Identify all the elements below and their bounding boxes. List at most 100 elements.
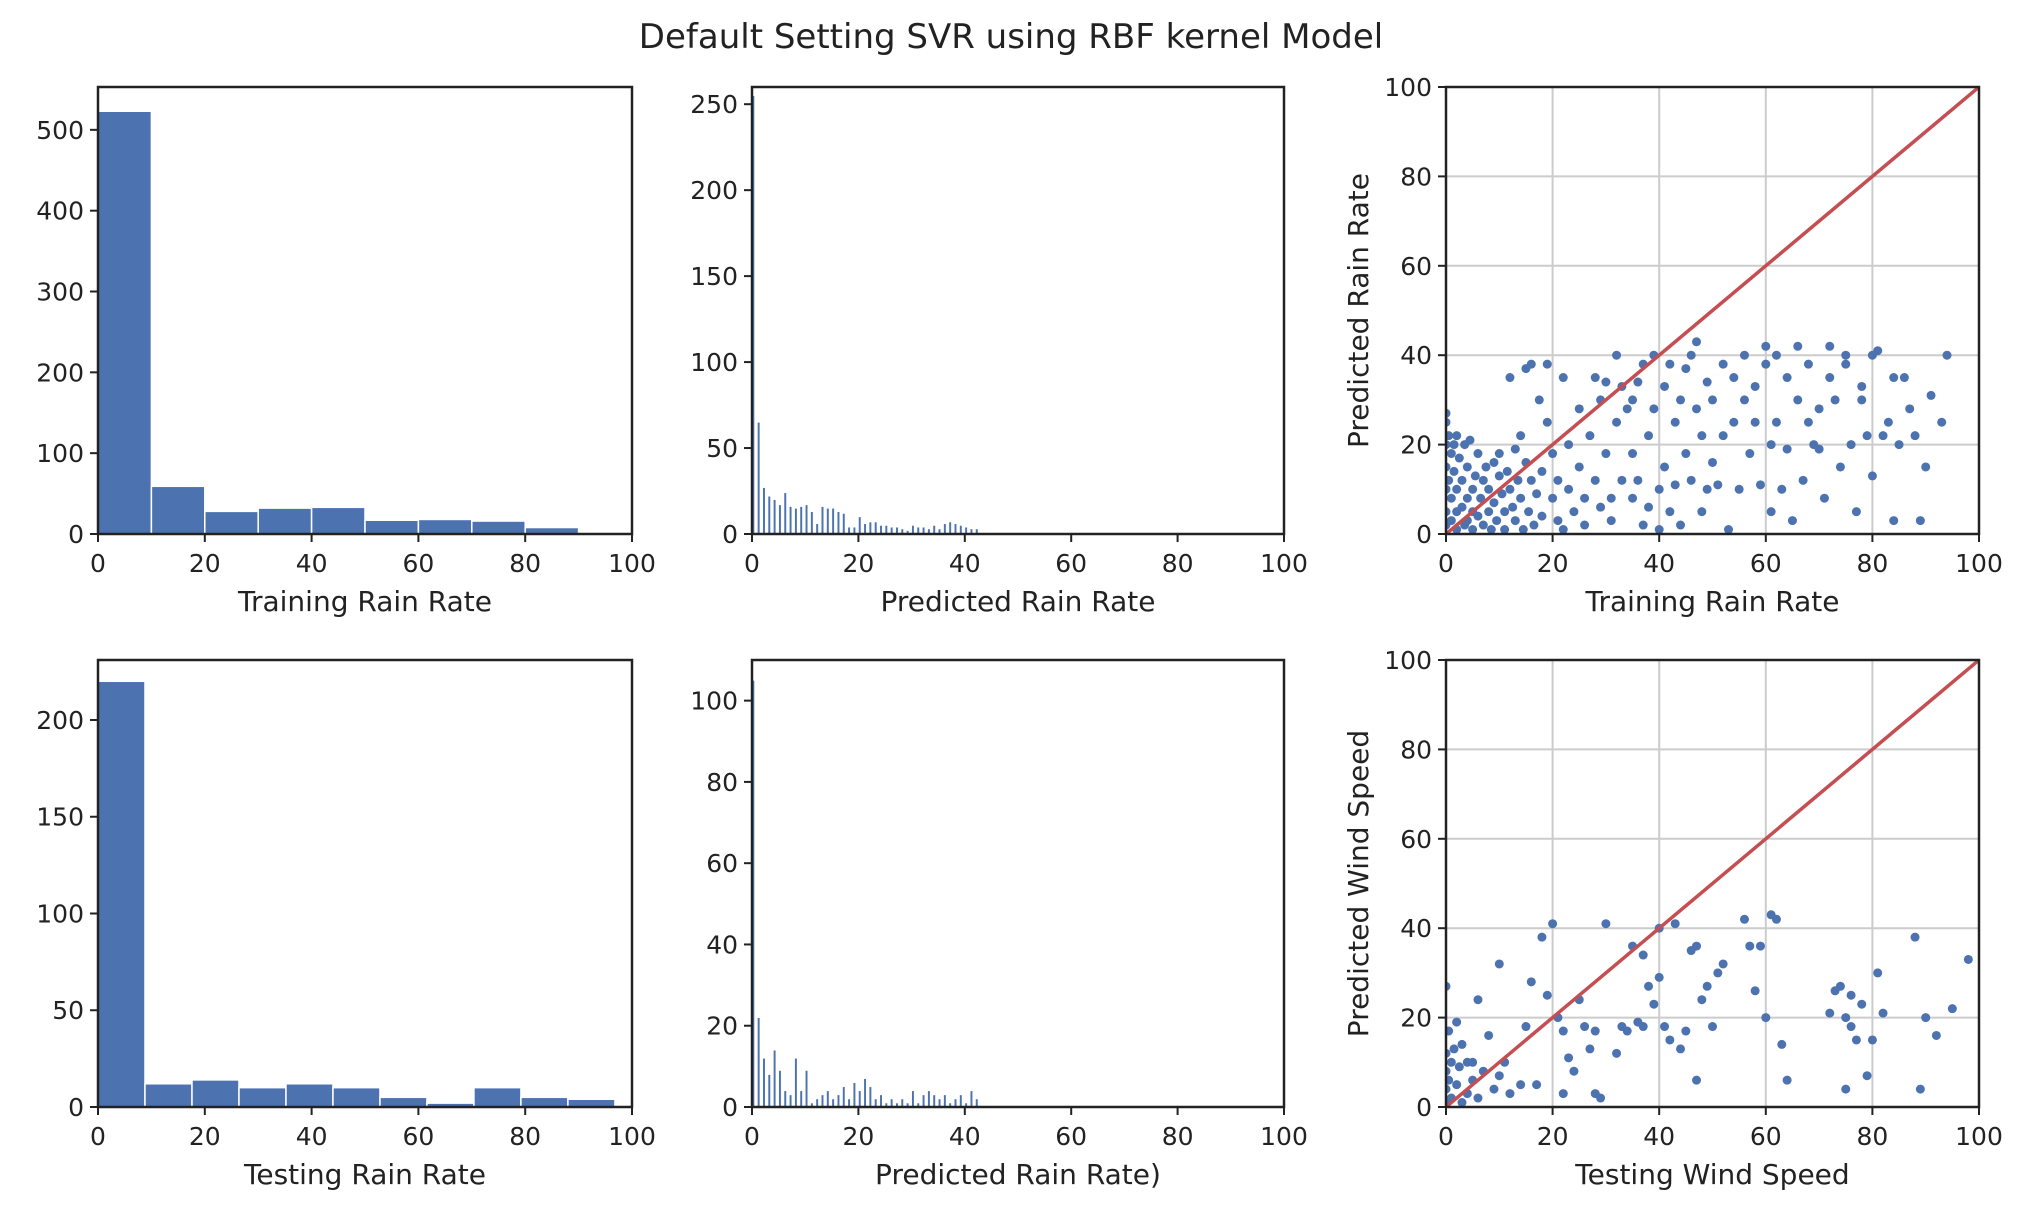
scatter-point [1915, 1084, 1925, 1094]
scatter-point [1777, 1039, 1787, 1049]
subplot-hist_pred_train: 0 20 40 60 80 100 0 50 100 150 200 250 Predicted Rai… [690, 85, 1308, 618]
histogram-bar [473, 1086, 522, 1107]
scatter-point [1633, 377, 1643, 387]
x-tick-label: 80 [509, 1122, 541, 1151]
histogram-bar [905, 1102, 910, 1107]
x-tick-label: 100 [1260, 1122, 1308, 1151]
scatter-point [1457, 475, 1467, 485]
subplot-hist_test_rain: 0 20 40 60 80 100 0 50 100 150 200 Testing Rain Rat… [36, 658, 656, 1191]
scatter-point [1883, 417, 1893, 427]
scatter-point [1454, 1062, 1464, 1072]
scatter-point [1649, 404, 1659, 414]
scatter-point [1526, 475, 1536, 485]
scatter-point [1782, 373, 1792, 383]
scatter-point [1878, 1008, 1888, 1018]
scatter-point [1612, 1048, 1622, 1058]
histogram-bar [826, 507, 830, 534]
scatter-point [1484, 1030, 1494, 1040]
scatter-point [1478, 520, 1488, 530]
scatter-point [1574, 404, 1584, 414]
scatter-point [1617, 475, 1627, 485]
plot-area [1446, 87, 1979, 534]
scatter-point [1841, 350, 1851, 360]
scatter-point [1692, 1075, 1702, 1085]
histogram-bar [863, 523, 867, 534]
scatter-point [1508, 502, 1518, 512]
x-tick-label: 40 [949, 549, 981, 578]
x-axis-label: Testing Rain Rate [243, 1158, 486, 1191]
scatter-point [1585, 1044, 1595, 1054]
scatter-point [1739, 914, 1749, 924]
scatter-point [1654, 484, 1664, 494]
histogram-bar [752, 679, 756, 1107]
scatter-point [1478, 475, 1488, 485]
histogram-bar [916, 1102, 920, 1107]
scatter-point [1846, 440, 1856, 450]
scatter-point [1851, 507, 1861, 517]
histogram-bar [788, 506, 793, 534]
x-tick-label: 20 [842, 549, 874, 578]
scatter-point [1516, 493, 1526, 503]
x-tick-label: 0 [744, 549, 760, 578]
histogram-bar [836, 1094, 841, 1107]
scatter-point [1526, 359, 1536, 369]
scatter-point [1787, 516, 1797, 526]
scatter-point [1513, 475, 1523, 485]
scatter-point [1590, 373, 1600, 383]
scatter-point [1798, 475, 1808, 485]
scatter-point [1596, 502, 1606, 512]
scatter-point [1862, 1071, 1872, 1081]
scatter-point [1771, 417, 1781, 427]
histogram-bar [852, 1082, 857, 1107]
x-tick-label: 20 [1537, 549, 1569, 578]
scatter-point [1606, 493, 1616, 503]
scatter-point [1457, 502, 1467, 512]
scatter-point [1486, 525, 1496, 534]
scatter-point [1500, 525, 1510, 534]
scatter-point [1462, 462, 1472, 472]
scatter-point [1750, 986, 1760, 996]
scatter-point [1633, 475, 1643, 485]
histogram-bar [953, 523, 958, 534]
scatter-point [1454, 453, 1464, 463]
scatter-point [1963, 954, 1973, 964]
scatter-point [1489, 498, 1499, 508]
scatter-point [1638, 520, 1648, 530]
scatter-point [1476, 493, 1486, 503]
scatter-point [1686, 475, 1696, 485]
scatter-point [1548, 493, 1558, 503]
scatter-point [1692, 404, 1702, 414]
scatter-point [1612, 350, 1622, 360]
axes-frame [750, 85, 1286, 536]
histogram-bar [772, 1049, 777, 1107]
scatter-point [1542, 990, 1552, 1000]
x-tick-label: 80 [1162, 1122, 1194, 1151]
y-tick-label: 100 [1384, 73, 1432, 102]
y-tick-label: 100 [690, 348, 738, 377]
histogram-bar [858, 516, 862, 534]
scatter-point [1526, 977, 1536, 987]
scatter-point [1446, 431, 1454, 441]
scatter-point [1484, 507, 1494, 517]
scatter-point [1505, 373, 1515, 383]
scatter-point [1708, 457, 1717, 467]
scatter-point [1846, 1022, 1856, 1032]
x-tick-label: 80 [509, 549, 541, 578]
scatter-point [1692, 337, 1702, 347]
histogram-bar [959, 525, 963, 534]
scatter-point [1452, 431, 1462, 441]
histogram-bar [842, 513, 846, 534]
scatter-point [1532, 489, 1542, 499]
y-tick-label: 50 [706, 434, 738, 463]
scatter-point [1702, 484, 1712, 494]
histogram-bar [799, 1090, 803, 1107]
scatter-point [1585, 431, 1595, 441]
scatter-point [1676, 1044, 1686, 1054]
x-tick-label: 100 [608, 549, 656, 578]
scatter-point [1590, 475, 1600, 485]
scatter-point [1457, 1039, 1467, 1049]
x-tick-label: 40 [1643, 549, 1675, 578]
histogram-bar [191, 1079, 240, 1107]
